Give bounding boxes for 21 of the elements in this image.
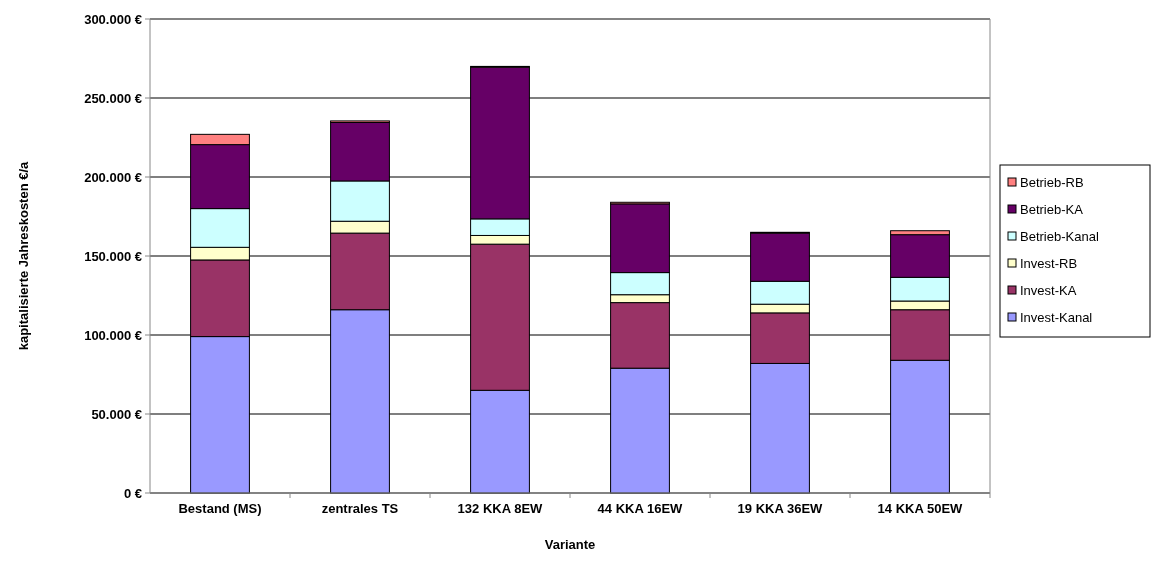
x-tick-label: 44 KKA 16EW — [597, 501, 684, 516]
x-tick-label: 132 KKA 8EW — [457, 501, 544, 516]
y-tick-label: 250.000 € — [84, 90, 142, 106]
legend-label: Invest-Kanal — [1020, 309, 1093, 325]
legend-label: Betrieb-KA — [1020, 201, 1084, 217]
legend-label: Betrieb-RB — [1020, 174, 1084, 190]
x-tick-label: Bestand (MS) — [178, 501, 262, 516]
legend-label: Betrieb-Kanal — [1020, 228, 1099, 244]
x-tick-label: 19 KKA 36EW — [737, 501, 824, 516]
y-tick-label: 150.000 € — [84, 248, 142, 264]
x-axis-title: Variante — [544, 537, 596, 552]
x-tick-label: 14 KKA 50EW — [877, 501, 964, 516]
y-tick-label: 0 € — [123, 485, 142, 501]
y-tick-label: 300.000 € — [84, 11, 142, 27]
y-tick-label: 50.000 € — [91, 406, 142, 422]
y-axis-title: kapitalisierte Jahreskosten €/a — [16, 160, 31, 351]
legend-label: Invest-RB — [1020, 255, 1078, 271]
x-tick-label: zentrales TS — [321, 501, 399, 516]
y-tick-label: 200.000 € — [84, 169, 142, 185]
legend-label: Invest-KA — [1020, 282, 1077, 298]
y-tick-label: 100.000 € — [84, 327, 142, 343]
